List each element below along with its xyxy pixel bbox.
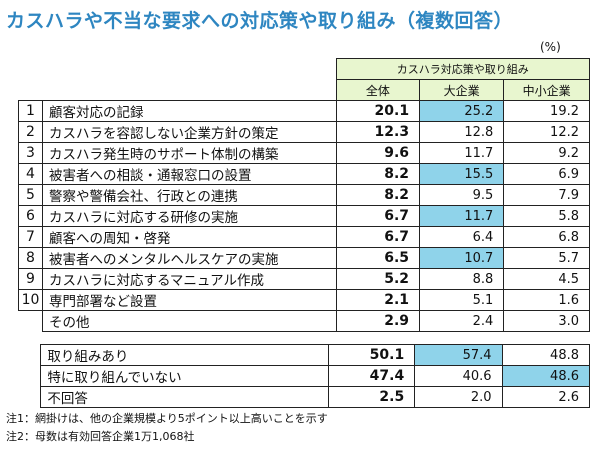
row-number: 10 <box>18 289 43 311</box>
cell-all: 6.5 <box>335 247 421 269</box>
row-label: 被害者へのメンタルヘルスケアの実施 <box>41 247 337 269</box>
row-label: その他 <box>41 310 337 332</box>
row-label: 被害者への相談・通報窓口の設置 <box>41 163 337 185</box>
row-number: 7 <box>18 226 43 248</box>
table-row: 8 被害者へのメンタルヘルスケアの実施 6.5 10.7 5.7 <box>18 247 590 269</box>
table-row: 7 顧客への周知・啓発 6.7 6.4 6.8 <box>18 226 590 248</box>
row-label: 専門部署など設置 <box>41 289 337 311</box>
summary-row: 不回答 2.5 2.0 2.6 <box>18 386 590 408</box>
table-row: 3 カスハラ発生時のサポート体制の構築 9.6 11.7 9.2 <box>18 142 590 164</box>
row-label: カスハラに対応するマニュアル作成 <box>41 268 337 290</box>
row-label: カスハラに対応する研修の実施 <box>41 205 337 227</box>
cell-large: 12.8 <box>419 121 505 143</box>
cell-large: 8.8 <box>419 268 505 290</box>
row-label: 顧客対応の記録 <box>41 100 337 122</box>
cell-all: 9.6 <box>335 142 421 164</box>
summary-label: 特に取り組んでいない <box>40 365 330 387</box>
cell-large: 15.5 <box>419 163 505 185</box>
cell-all: 2.5 <box>328 386 416 408</box>
cell-large: 2.4 <box>419 310 505 332</box>
cell-sme: 48.8 <box>501 344 590 366</box>
summary-row: 特に取り組んでいない 47.4 40.6 48.6 <box>18 365 590 387</box>
cell-all: 47.4 <box>328 365 416 387</box>
group-header: カスハラ対応策や取り組み <box>335 58 590 80</box>
cell-sme: 12.2 <box>503 121 590 143</box>
cell-sme: 7.9 <box>503 184 590 206</box>
footnote-2: 注2：母数は有効回答企業1万1,068社 <box>6 430 195 443</box>
cell-all: 2.1 <box>335 289 421 311</box>
cell-all: 12.3 <box>335 121 421 143</box>
cell-all: 8.2 <box>335 163 421 185</box>
row-number: 4 <box>18 163 43 185</box>
row-number: 8 <box>18 247 43 269</box>
col-large-header: 大企業 <box>419 79 505 101</box>
table-row: 6 カスハラに対応する研修の実施 6.7 11.7 5.8 <box>18 205 590 227</box>
cell-sme: 19.2 <box>503 100 590 122</box>
table-row: 5 警察や警備会社、行政との連携 8.2 9.5 7.9 <box>18 184 590 206</box>
row-number: 6 <box>18 205 43 227</box>
col-all-header: 全体 <box>335 79 421 101</box>
cell-large: 6.4 <box>419 226 505 248</box>
cell-all: 20.1 <box>335 100 421 122</box>
summary-table: 取り組みあり 50.1 57.4 48.8 特に取り組んでいない 47.4 40… <box>18 344 590 408</box>
cell-sme: 3.0 <box>503 310 590 332</box>
cell-large: 57.4 <box>414 344 503 366</box>
cell-large: 2.0 <box>414 386 503 408</box>
table-row: 4 被害者への相談・通報窓口の設置 8.2 15.5 6.9 <box>18 163 590 185</box>
table-row: 1 顧客対応の記録 20.1 25.2 19.2 <box>18 100 590 122</box>
cell-sme: 9.2 <box>503 142 590 164</box>
cell-all: 5.2 <box>335 268 421 290</box>
header-group-row: カスハラ対応策や取り組み <box>19 58 590 80</box>
cell-large: 9.5 <box>419 184 505 206</box>
row-label: 警察や警備会社、行政との連携 <box>41 184 337 206</box>
footnote-1: 注1：網掛けは、他の企業規模より5ポイント以上高いことを示す <box>6 412 328 425</box>
unit-label: (%) <box>540 40 561 54</box>
cell-sme: 4.5 <box>503 268 590 290</box>
table-row: 2 カスハラを容認しない企業方針の策定 12.3 12.8 12.2 <box>18 121 590 143</box>
cell-all: 6.7 <box>335 226 421 248</box>
row-number: 5 <box>18 184 43 206</box>
cell-sme: 6.9 <box>503 163 590 185</box>
cell-sme: 48.6 <box>501 365 590 387</box>
row-number: 9 <box>18 268 43 290</box>
cell-sme: 6.8 <box>503 226 590 248</box>
row-label: カスハラ発生時のサポート体制の構築 <box>41 142 337 164</box>
cell-all: 2.9 <box>335 310 421 332</box>
table-row: その他 2.9 2.4 3.0 <box>18 310 590 332</box>
cell-large: 10.7 <box>419 247 505 269</box>
summary-label: 不回答 <box>40 386 330 408</box>
cell-sme: 5.7 <box>503 247 590 269</box>
cell-all: 6.7 <box>335 205 421 227</box>
cell-large: 11.7 <box>419 205 505 227</box>
summary-row: 取り組みあり 50.1 57.4 48.8 <box>18 344 590 366</box>
row-number: 2 <box>18 121 43 143</box>
cell-sme: 5.8 <box>503 205 590 227</box>
col-sme-header: 中小企業 <box>503 79 590 101</box>
row-label: 顧客への周知・啓発 <box>41 226 337 248</box>
cell-all: 50.1 <box>328 344 416 366</box>
cell-sme: 2.6 <box>501 386 590 408</box>
cell-sme: 1.6 <box>503 289 590 311</box>
page-title: カスハラや不当な要求への対応策や取り組み（複数回答） <box>6 10 514 32</box>
measures-table: カスハラ対応策や取り組み 全体 大企業 中小企業 1 顧客対応の記録 20.1 … <box>18 58 590 332</box>
cell-large: 25.2 <box>419 100 505 122</box>
cell-large: 5.1 <box>419 289 505 311</box>
table-row: 9 カスハラに対応するマニュアル作成 5.2 8.8 4.5 <box>18 268 590 290</box>
row-number: 3 <box>18 142 43 164</box>
row-number: 1 <box>18 100 43 122</box>
table-row: 10 専門部署など設置 2.1 5.1 1.6 <box>18 289 590 311</box>
cell-large: 40.6 <box>414 365 503 387</box>
cell-large: 11.7 <box>419 142 505 164</box>
summary-label: 取り組みあり <box>40 344 330 366</box>
cell-all: 8.2 <box>335 184 421 206</box>
header-row: 全体 大企業 中小企業 <box>18 79 590 101</box>
row-label: カスハラを容認しない企業方針の策定 <box>41 121 337 143</box>
